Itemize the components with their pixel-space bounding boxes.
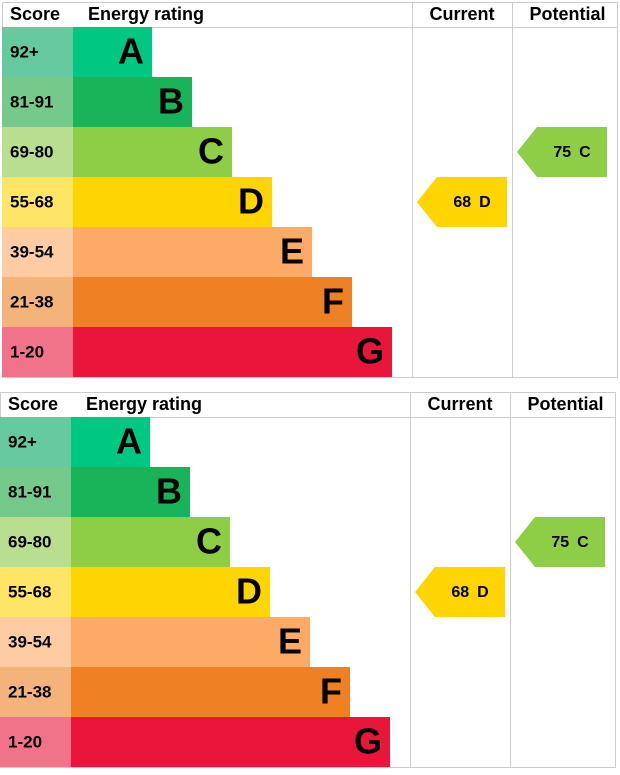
band-letter: G (354, 721, 382, 762)
score-range: 39-54 (10, 242, 54, 261)
rating-bar (71, 667, 350, 717)
band-letter: C (196, 521, 222, 562)
score-range: 55-68 (8, 582, 51, 601)
current-arrow (415, 567, 505, 617)
band-letter: D (236, 571, 262, 612)
current-letter: D (479, 194, 491, 211)
rating-bar (73, 327, 392, 377)
potential-value: 75 (551, 534, 569, 551)
current-label: 68 D (451, 584, 488, 601)
band-letter: F (320, 671, 342, 712)
rating-bar (71, 467, 190, 517)
score-range: 69-80 (8, 532, 51, 551)
score-cell (0, 567, 71, 617)
epc-chart: Score Energy rating Current Potential 92+ A 81… (2, 2, 618, 378)
header-score: Score (8, 394, 58, 414)
score-cell (0, 467, 71, 517)
score-cell (0, 617, 71, 667)
rating-bar (71, 617, 310, 667)
potential-arrow (517, 127, 607, 177)
current-label: 68 D (453, 194, 490, 211)
score-range: 55-68 (10, 192, 53, 211)
potential-letter: C (579, 144, 591, 161)
header-rating: Energy rating (86, 394, 202, 414)
rating-bar (71, 717, 390, 767)
header-current: Current (427, 394, 492, 414)
score-cell (2, 127, 73, 177)
score-cell (2, 77, 73, 127)
rating-bar (71, 417, 150, 467)
rating-bar (73, 277, 352, 327)
band-letter: B (156, 471, 182, 512)
score-range: 21-38 (10, 292, 53, 311)
score-cell (2, 27, 73, 77)
score-range: 69-80 (10, 142, 53, 161)
rating-bar (73, 77, 192, 127)
rating-bar (73, 227, 312, 277)
current-arrow (417, 177, 507, 227)
band-letter: G (356, 331, 384, 372)
score-cell (2, 177, 73, 227)
header-current: Current (429, 4, 494, 24)
band-letter: E (280, 231, 304, 272)
current-value: 68 (451, 584, 469, 601)
score-range: 39-54 (8, 632, 52, 651)
score-range: 92+ (8, 432, 37, 451)
header-potential: Potential (529, 4, 605, 24)
score-range: 92+ (10, 42, 39, 61)
score-cell (0, 517, 71, 567)
potential-label: 75 C (553, 144, 591, 161)
header-rating: Energy rating (88, 4, 204, 24)
rating-bar (73, 127, 232, 177)
band-letter: E (278, 621, 302, 662)
rating-bar (73, 27, 152, 77)
current-value: 68 (453, 194, 471, 211)
score-cell (2, 227, 73, 277)
band-letter: B (158, 81, 184, 122)
band-letter: A (116, 421, 142, 462)
score-range: 81-91 (10, 92, 53, 111)
score-range: 81-91 (8, 482, 51, 501)
header-score: Score (10, 4, 60, 24)
band-letter: F (322, 281, 344, 322)
score-cell (0, 417, 71, 467)
header-potential: Potential (527, 394, 603, 414)
score-range: 1-20 (8, 732, 42, 751)
score-cell (0, 717, 71, 767)
score-range: 1-20 (10, 342, 44, 361)
rating-bar (71, 567, 270, 617)
current-letter: D (477, 584, 489, 601)
rating-bar (71, 517, 230, 567)
band-letter: A (118, 31, 144, 72)
potential-value: 75 (553, 144, 571, 161)
score-range: 21-38 (8, 682, 51, 701)
band-letter: C (198, 131, 224, 172)
score-cell (2, 327, 73, 377)
potential-letter: C (577, 534, 589, 551)
potential-label: 75 C (551, 534, 589, 551)
score-cell (2, 277, 73, 327)
epc-chart: Score Energy rating Current Potential 92+ A 81… (0, 392, 616, 768)
band-letter: D (238, 181, 264, 222)
rating-bar (73, 177, 272, 227)
potential-arrow (515, 517, 605, 567)
score-cell (0, 667, 71, 717)
